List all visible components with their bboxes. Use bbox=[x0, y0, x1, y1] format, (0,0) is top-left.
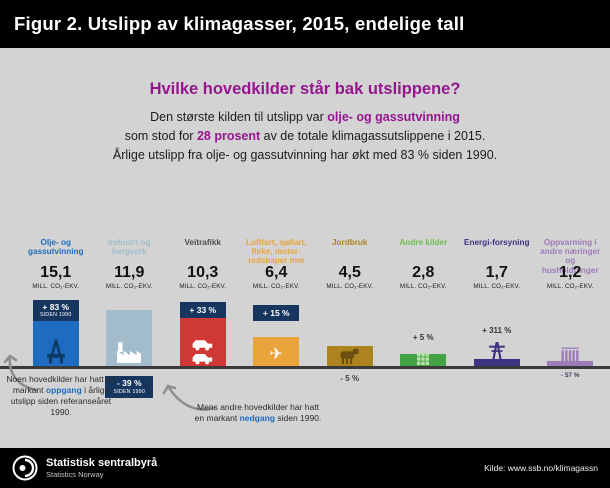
emission-unit: MILL. CO₂-EKV. bbox=[326, 283, 374, 290]
figure-title-bar: Figur 2. Utslipp av klimagasser, 2015, e… bbox=[0, 0, 610, 48]
intro-line-3: Årlige utslipp fra olje- og gassutvinnin… bbox=[112, 147, 498, 162]
intro-text: Den største kilden til utslipp var bbox=[150, 110, 328, 124]
bar bbox=[473, 358, 520, 367]
source-text: Kilde: www.ssb.no/klimagassn bbox=[484, 463, 598, 473]
highlight-oil-gas: olje- og gassutvinning bbox=[327, 110, 460, 124]
category-label: Oppvarming i andre næringer og husholdni… bbox=[540, 238, 601, 275]
footer-bar: Statistisk sentralbyrå Statistics Norway… bbox=[0, 448, 610, 488]
annotation-decrease: Mens andre hovedkilder har hatt en marka… bbox=[192, 402, 324, 424]
highlight-nedgang: nedgang bbox=[239, 413, 275, 424]
bar-zone: + 5 % bbox=[390, 293, 458, 367]
org-name-en: Statistics Norway bbox=[46, 470, 104, 480]
bar-chart: Olje- og gassutvinning 15,1 MILL. CO₂-EK… bbox=[22, 238, 605, 398]
emission-unit: MILL. CO₂-EKV. bbox=[32, 283, 80, 290]
category-label: Industri og bergverk bbox=[108, 238, 151, 257]
bar-zone: + 15 % ✈ bbox=[243, 293, 311, 367]
bar-zone: + 33 % bbox=[169, 293, 237, 367]
radiator-icon bbox=[561, 347, 579, 364]
bar-zone: - 57 % bbox=[537, 293, 605, 379]
category-label: Andre kilder bbox=[399, 238, 448, 247]
emission-unit: MILL. CO₂-EKV. bbox=[473, 283, 521, 290]
baseline-axis bbox=[0, 366, 610, 369]
intro-text: som stod for bbox=[124, 128, 197, 143]
ssb-logo-icon bbox=[12, 455, 38, 481]
bar bbox=[547, 361, 594, 367]
factory-icon bbox=[117, 342, 142, 363]
cow-icon bbox=[340, 348, 359, 365]
category-label: Jordbruk bbox=[332, 238, 368, 247]
chart-column-andre-kilder: Andre kilder 2,8 MILL. CO₂-EKV. + 5 % bbox=[390, 238, 458, 367]
figure-title: Figur 2. Utslipp av klimagasser, 2015, e… bbox=[14, 13, 465, 34]
change-badge: + 5 % bbox=[412, 332, 434, 342]
org-name: Statistisk sentralbyrå bbox=[46, 456, 158, 469]
annotation-text: Mens andre hovedkilder har hatt en marka… bbox=[194, 402, 319, 424]
category-label: Luftfart, sjøfart, fiske, motor-redskape… bbox=[246, 238, 307, 266]
change-badge: - 39 % SIDEN 1990 bbox=[105, 376, 154, 398]
bar-zone: - 39 % SIDEN 1990 bbox=[96, 293, 164, 398]
emission-value: 6,4 bbox=[265, 264, 288, 281]
change-badge: - 57 % bbox=[560, 372, 580, 379]
bar-zone: + 311 % bbox=[463, 293, 531, 367]
power-pylon-icon bbox=[488, 342, 505, 364]
chart-column-energiforsyning: Energi-forsyning 1,7 MILL. CO₂-EKV. + 31… bbox=[463, 238, 531, 367]
chart-column-luftfart: Luftfart, sjøfart, fiske, motor-redskape… bbox=[243, 238, 311, 367]
bar-zone: - 5 % bbox=[316, 293, 384, 383]
emission-value: 2,8 bbox=[412, 264, 435, 281]
highlight-28-percent: 28 prosent bbox=[196, 128, 261, 143]
intro-paragraph: Den største kilden til utslipp var olje-… bbox=[0, 108, 610, 164]
change-since: SIDEN 1990 bbox=[113, 388, 145, 395]
emission-unit: MILL. CO₂-EKV. bbox=[546, 283, 594, 290]
change-badge: + 83 % SIDEN 1990 bbox=[32, 299, 79, 322]
emission-unit: MILL. CO₂-EKV. bbox=[105, 283, 153, 290]
emission-value: 10,3 bbox=[187, 264, 219, 281]
section-heading: Hvilke hovedkilder står bak utslippene? bbox=[149, 80, 461, 98]
emission-value: 11,9 bbox=[114, 264, 145, 281]
change-value: - 39 % bbox=[116, 378, 142, 388]
category-label: Veitrafikk bbox=[184, 238, 221, 247]
highlight-oppgang: oppgang bbox=[45, 385, 82, 396]
chart-column-veitrafikk: Veitrafikk 10,3 MILL. CO₂-EKV. + 33 % bbox=[169, 238, 237, 367]
intro-line-1: Den største kilden til utslipp var olje-… bbox=[0, 108, 610, 127]
chart-column-jordbruk: Jordbruk 4,5 MILL. CO₂-EKV. - 5 % bbox=[316, 238, 384, 383]
chart-column-olje-gass: Olje- og gassutvinning 15,1 MILL. CO₂-EK… bbox=[22, 238, 90, 367]
emission-unit: MILL. CO₂-EKV. bbox=[252, 283, 300, 290]
emission-unit: MILL. CO₂-EKV. bbox=[399, 283, 447, 290]
airplane-icon: ✈ bbox=[269, 346, 283, 363]
category-label: Energi-forsyning bbox=[463, 238, 530, 247]
bar-zone: + 83 % SIDEN 1990 bbox=[22, 293, 90, 367]
bar bbox=[253, 336, 300, 367]
grid-icon bbox=[417, 353, 430, 365]
chart-column-oppvarming: Oppvarming i andre næringer og husholdni… bbox=[537, 238, 605, 379]
annotation-arrow-left-icon bbox=[162, 384, 216, 411]
change-badge: - 5 % bbox=[340, 374, 360, 383]
org-identity: Statistisk sentralbyrå Statistics Norway bbox=[12, 455, 157, 481]
change-badge: + 311 % bbox=[482, 325, 512, 335]
annotation-text: siden 1990. bbox=[274, 413, 322, 424]
chart-column-industri: Industri og bergverk 11,9 MILL. CO₂-EKV.… bbox=[96, 238, 164, 398]
emission-value: 1,7 bbox=[485, 264, 508, 281]
cars-icon bbox=[192, 340, 212, 365]
change-since: SIDEN 1990 bbox=[40, 312, 72, 319]
emission-value: 1,2 bbox=[559, 264, 582, 281]
annotation-increase: Noen hovedkilder har hatt en markant opp… bbox=[4, 374, 118, 418]
category-label: Olje- og gassutvinning bbox=[28, 238, 84, 257]
change-badge: + 33 % bbox=[179, 302, 226, 319]
oil-platform-icon bbox=[47, 339, 65, 364]
change-value: + 83 % bbox=[42, 301, 70, 312]
emission-value: 4,5 bbox=[338, 264, 361, 281]
annotation-text: i årlige utslipp siden referanseåret 199… bbox=[10, 385, 112, 418]
annotation-arrow-up-icon bbox=[3, 354, 38, 392]
emission-value: 15,1 bbox=[40, 264, 72, 281]
org-name-block: Statistisk sentralbyrå Statistics Norway bbox=[46, 457, 157, 479]
intro-line-2: som stod for 28 prosent av de totale kli… bbox=[0, 127, 610, 146]
annotation-text: Noen hovedkilder har hatt en markant bbox=[6, 374, 116, 396]
emission-unit: MILL. CO₂-EKV. bbox=[179, 283, 227, 290]
change-badge: + 15 % bbox=[253, 304, 300, 321]
intro-text: av de totale klimagassutslippene i 2015. bbox=[260, 128, 486, 143]
